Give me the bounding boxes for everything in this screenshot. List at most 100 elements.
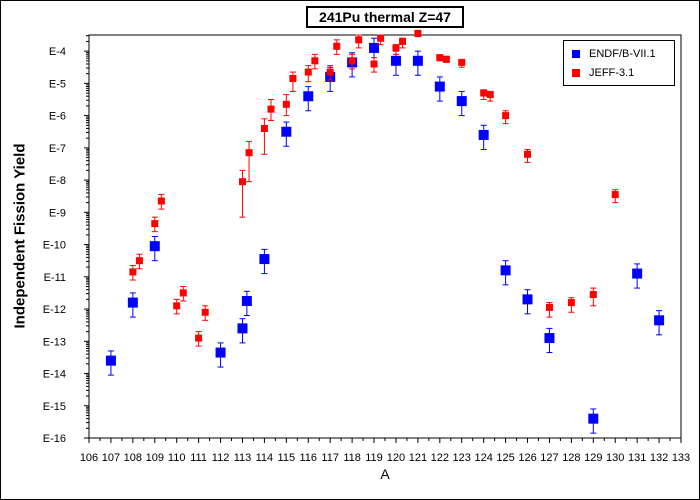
chart-title: 241Pu thermal Z=47 bbox=[306, 6, 464, 28]
data-point bbox=[412, 55, 423, 66]
data-point bbox=[589, 291, 597, 299]
data-point bbox=[238, 178, 246, 186]
data-point bbox=[173, 302, 181, 310]
x-tick-label: 129 bbox=[584, 452, 602, 464]
data-point bbox=[129, 268, 137, 276]
data-point bbox=[303, 91, 314, 102]
data-point bbox=[135, 257, 143, 265]
data-point bbox=[370, 60, 378, 68]
data-point bbox=[304, 68, 312, 76]
data-point bbox=[632, 268, 643, 279]
legend-swatch-1 bbox=[572, 69, 580, 77]
data-point bbox=[567, 299, 575, 307]
x-tick-label: 113 bbox=[234, 452, 252, 464]
x-axis-label: A bbox=[380, 466, 390, 482]
y-axis-label: Independent Fission Yield bbox=[11, 143, 29, 329]
x-tick-label: 111 bbox=[190, 452, 207, 464]
legend-entry-1: JEFF-3.1 bbox=[572, 67, 634, 79]
data-point bbox=[237, 323, 248, 334]
data-point bbox=[260, 124, 268, 132]
y-tick-label: E-9 bbox=[49, 207, 66, 219]
data-point bbox=[458, 58, 466, 66]
legend: ENDF/B-VII.1 JEFF-3.1 bbox=[563, 40, 675, 86]
data-point bbox=[326, 68, 334, 76]
x-tick-label: 118 bbox=[343, 452, 361, 464]
data-point bbox=[478, 129, 489, 140]
data-point bbox=[399, 37, 407, 45]
data-point bbox=[179, 289, 187, 297]
legend-swatch-0 bbox=[572, 50, 580, 58]
y-tick-label: E-15 bbox=[43, 401, 66, 413]
data-point bbox=[377, 34, 385, 42]
x-tick-label: 124 bbox=[474, 452, 492, 464]
data-point bbox=[215, 347, 226, 358]
data-point bbox=[259, 254, 270, 265]
data-point bbox=[434, 81, 445, 92]
x-tick-label: 126 bbox=[518, 452, 536, 464]
x-tick-label: 119 bbox=[365, 452, 383, 464]
x-tick-label: 112 bbox=[212, 452, 230, 464]
x-tick-label: 106 bbox=[80, 452, 98, 464]
data-point bbox=[414, 29, 422, 37]
y-tick-label: E-5 bbox=[49, 78, 66, 90]
data-point bbox=[522, 294, 533, 305]
x-tick-label: 132 bbox=[650, 452, 668, 464]
data-point bbox=[392, 44, 400, 52]
x-tick-label: 120 bbox=[387, 452, 405, 464]
data-point bbox=[201, 308, 209, 316]
y-tick-label: E-8 bbox=[49, 175, 66, 187]
legend-label-1: JEFF-3.1 bbox=[589, 67, 635, 79]
y-tick-label: E-6 bbox=[49, 111, 66, 123]
x-tick-label: 125 bbox=[496, 452, 514, 464]
data-point bbox=[267, 105, 275, 113]
data-point bbox=[281, 126, 292, 137]
legend-label-0: ENDF/B-VII.1 bbox=[589, 48, 656, 60]
data-point bbox=[456, 96, 467, 107]
plot-border bbox=[88, 34, 682, 439]
data-point bbox=[524, 150, 532, 158]
data-point bbox=[127, 297, 138, 308]
x-tick-label: 117 bbox=[321, 452, 339, 464]
data-point bbox=[241, 295, 252, 306]
x-tick-label: 116 bbox=[299, 452, 317, 464]
data-marks-group bbox=[105, 29, 665, 434]
x-tick-label: 115 bbox=[278, 452, 296, 464]
y-tick-label: E-11 bbox=[44, 272, 66, 284]
data-point bbox=[500, 265, 511, 276]
data-point bbox=[436, 54, 444, 62]
y-tick-label: E-10 bbox=[43, 240, 66, 252]
data-point bbox=[486, 91, 494, 99]
x-tick-label: 109 bbox=[146, 452, 164, 464]
data-point bbox=[442, 55, 450, 63]
data-point bbox=[654, 315, 665, 326]
data-point bbox=[157, 197, 165, 205]
x-tick-label: 130 bbox=[606, 452, 624, 464]
y-tick-label: E-13 bbox=[43, 336, 66, 348]
data-point bbox=[282, 100, 290, 108]
x-tick-label: 128 bbox=[562, 452, 580, 464]
data-point bbox=[480, 89, 488, 97]
data-point bbox=[245, 149, 253, 157]
axes-group: 106 107 108 109 110 111 112 113 114 115 116 117 118 1… bbox=[43, 34, 690, 464]
x-tick-label: 123 bbox=[453, 452, 471, 464]
data-point bbox=[355, 36, 363, 44]
y-tick-label: E-4 bbox=[49, 46, 66, 58]
data-point bbox=[588, 413, 599, 424]
x-tick-label: 127 bbox=[540, 452, 558, 464]
data-point bbox=[502, 112, 510, 120]
y-tick-label: E-14 bbox=[43, 369, 66, 381]
data-point bbox=[105, 355, 116, 366]
x-tick-label: 121 bbox=[409, 452, 427, 464]
data-point bbox=[195, 334, 203, 342]
x-tick-label: 107 bbox=[102, 452, 120, 464]
y-tick-label: E-7 bbox=[49, 143, 66, 155]
y-tick-label: E-16 bbox=[43, 433, 66, 445]
data-point bbox=[348, 57, 356, 65]
x-tick-label: 114 bbox=[256, 452, 274, 464]
data-point bbox=[544, 333, 555, 344]
data-point bbox=[390, 55, 401, 66]
series-0 bbox=[105, 37, 665, 434]
data-point bbox=[333, 42, 341, 50]
x-tick-label: 133 bbox=[672, 452, 690, 464]
